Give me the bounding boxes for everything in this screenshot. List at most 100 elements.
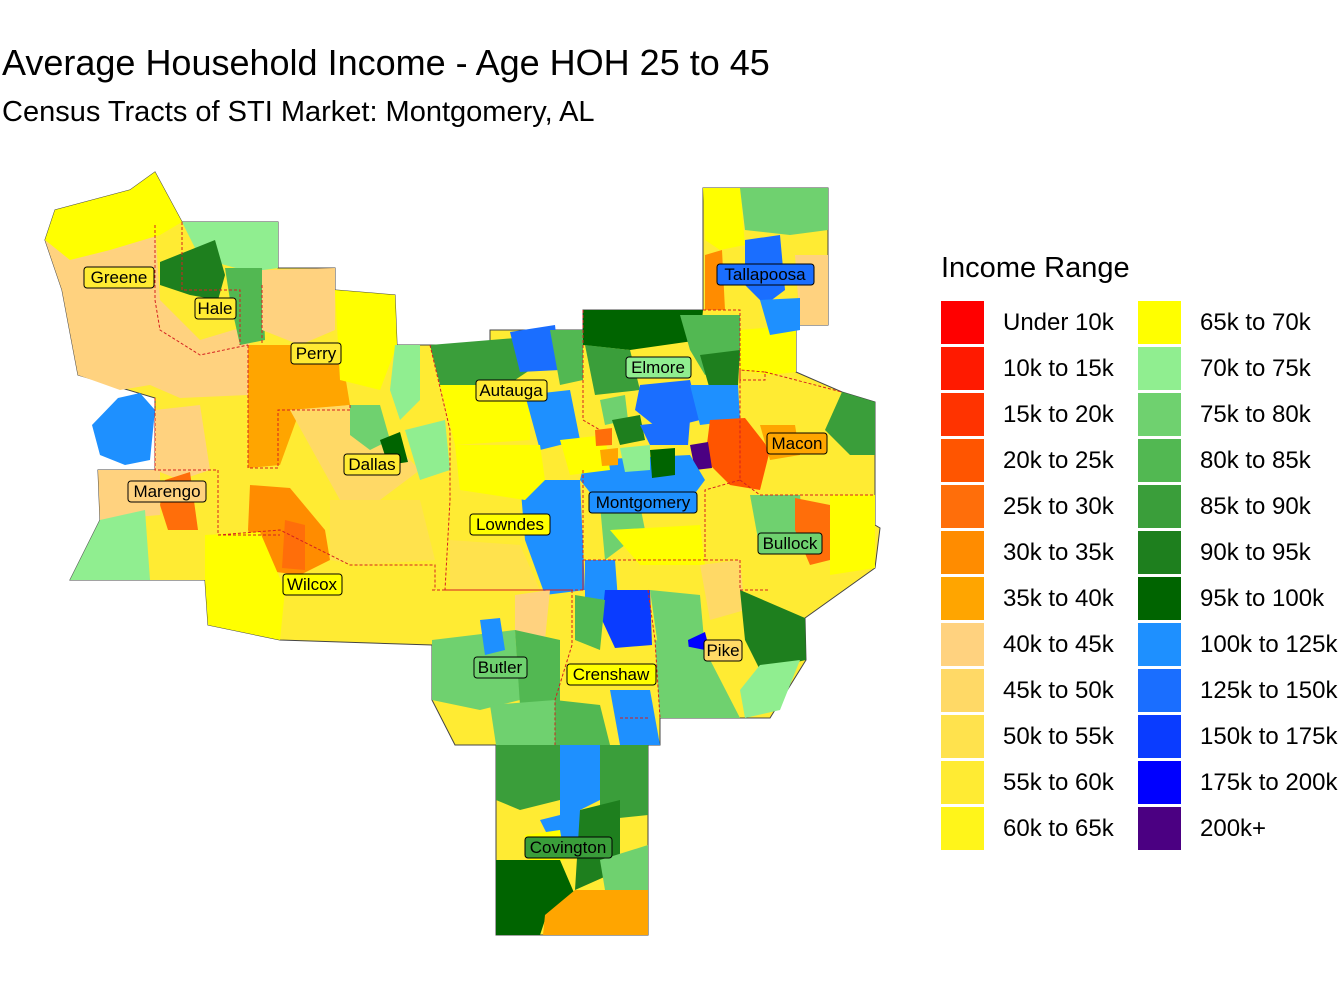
tract bbox=[740, 325, 796, 375]
legend-swatch bbox=[1138, 393, 1181, 436]
tract bbox=[575, 595, 605, 650]
legend-label: 30k to 35k bbox=[1003, 539, 1114, 566]
tract bbox=[555, 700, 610, 745]
county-label-macon: Macon bbox=[766, 432, 828, 455]
legend-swatch bbox=[941, 623, 984, 666]
tract bbox=[703, 188, 745, 250]
legend-label: 125k to 150k bbox=[1200, 677, 1338, 704]
legend-title: Income Range bbox=[941, 252, 1130, 284]
tract bbox=[760, 298, 800, 335]
county-name: Autauga bbox=[479, 381, 543, 400]
county-name: Crenshaw bbox=[573, 665, 650, 684]
county-name: Pike bbox=[706, 641, 739, 660]
legend-label: 95k to 100k bbox=[1200, 585, 1325, 612]
county-name: Perry bbox=[296, 344, 337, 363]
legend-swatch bbox=[941, 439, 984, 482]
legend-swatch bbox=[941, 715, 984, 758]
county-name: Greene bbox=[91, 268, 148, 287]
legend-swatch bbox=[1138, 807, 1181, 850]
tract bbox=[740, 590, 806, 670]
map-subtitle: Census Tracts of STI Market: Montgomery,… bbox=[2, 96, 595, 128]
county-label-perry: Perry bbox=[290, 342, 342, 365]
county-label-crenshaw: Crenshaw bbox=[566, 663, 657, 686]
county-label-covington: Covington bbox=[524, 836, 613, 859]
county-name: Elmore bbox=[631, 358, 685, 377]
tract bbox=[700, 560, 745, 620]
legend-label: 60k to 65k bbox=[1003, 815, 1114, 842]
legend-swatch bbox=[941, 669, 984, 712]
tract bbox=[830, 495, 875, 575]
legend-swatch bbox=[941, 761, 984, 804]
county-label-dallas: Dallas bbox=[343, 453, 401, 476]
legend-swatch bbox=[941, 393, 984, 436]
county-label-bullock: Bullock bbox=[757, 532, 823, 555]
county-boundaries bbox=[154, 222, 875, 745]
legend-swatch bbox=[1138, 347, 1181, 390]
tract bbox=[515, 630, 560, 710]
county-label-pike: Pike bbox=[703, 639, 743, 662]
legend-swatch bbox=[1138, 761, 1181, 804]
tract bbox=[92, 393, 155, 465]
county-boundary bbox=[154, 225, 249, 356]
tract bbox=[550, 330, 583, 385]
legend-swatch bbox=[941, 531, 984, 574]
county-label-elmore: Elmore bbox=[625, 356, 692, 379]
county-boundary bbox=[154, 398, 280, 536]
legend-swatch bbox=[941, 577, 984, 620]
legend-label: 25k to 30k bbox=[1003, 493, 1114, 520]
county-boundary bbox=[429, 344, 451, 591]
tract bbox=[583, 310, 703, 350]
county-name: Tallapoosa bbox=[724, 265, 806, 284]
county-label-butler: Butler bbox=[473, 656, 528, 679]
county-boundary bbox=[582, 310, 601, 431]
legend-label: 75k to 80k bbox=[1200, 401, 1311, 428]
tract bbox=[248, 345, 350, 468]
county-label-marengo: Marengo bbox=[127, 480, 207, 503]
tract bbox=[70, 510, 150, 580]
tract bbox=[690, 442, 712, 470]
tract bbox=[740, 660, 800, 718]
legend-swatch bbox=[1138, 623, 1181, 666]
tract bbox=[405, 420, 450, 480]
tract bbox=[160, 240, 225, 300]
legend-label: 15k to 20k bbox=[1003, 401, 1114, 428]
county-label-lowndes: Lowndes bbox=[469, 513, 551, 536]
legend-label: 50k to 55k bbox=[1003, 723, 1114, 750]
tract bbox=[640, 420, 690, 445]
tract bbox=[620, 445, 650, 472]
tract bbox=[480, 618, 505, 655]
county-label-autauga: Autauga bbox=[475, 379, 548, 402]
tract bbox=[205, 532, 285, 640]
legend-swatch bbox=[1138, 669, 1181, 712]
legend-label: 65k to 70k bbox=[1200, 309, 1311, 336]
legend-label: 150k to 175k bbox=[1200, 723, 1338, 750]
county-label-tallapoosa: Tallapoosa bbox=[716, 263, 815, 286]
county-boundary bbox=[739, 479, 875, 496]
legend-swatch bbox=[1138, 485, 1181, 528]
county-name: Marengo bbox=[133, 482, 200, 501]
legend-label: 40k to 45k bbox=[1003, 631, 1114, 658]
legend-label: 20k to 25k bbox=[1003, 447, 1114, 474]
tract bbox=[585, 345, 640, 395]
legend-swatch bbox=[941, 347, 984, 390]
legend-label: Under 10k bbox=[1003, 309, 1114, 336]
legend-swatch bbox=[1138, 531, 1181, 574]
tract bbox=[510, 325, 560, 372]
legend-swatch bbox=[1138, 577, 1181, 620]
tract bbox=[600, 395, 628, 425]
tract bbox=[225, 268, 265, 345]
tract bbox=[543, 890, 648, 935]
tract bbox=[600, 745, 648, 820]
county-boundary bbox=[582, 369, 766, 590]
county-label-wilcox: Wilcox bbox=[282, 573, 343, 596]
census-tracts bbox=[44, 171, 881, 936]
county-label-montgomery: Montgomery bbox=[588, 491, 698, 514]
tract bbox=[595, 428, 612, 446]
county-boundary bbox=[247, 345, 351, 469]
legend-label: 100k to 125k bbox=[1200, 631, 1338, 658]
tract bbox=[602, 590, 652, 648]
tract bbox=[655, 640, 740, 718]
tract bbox=[390, 345, 420, 420]
county-name: Covington bbox=[530, 838, 607, 857]
